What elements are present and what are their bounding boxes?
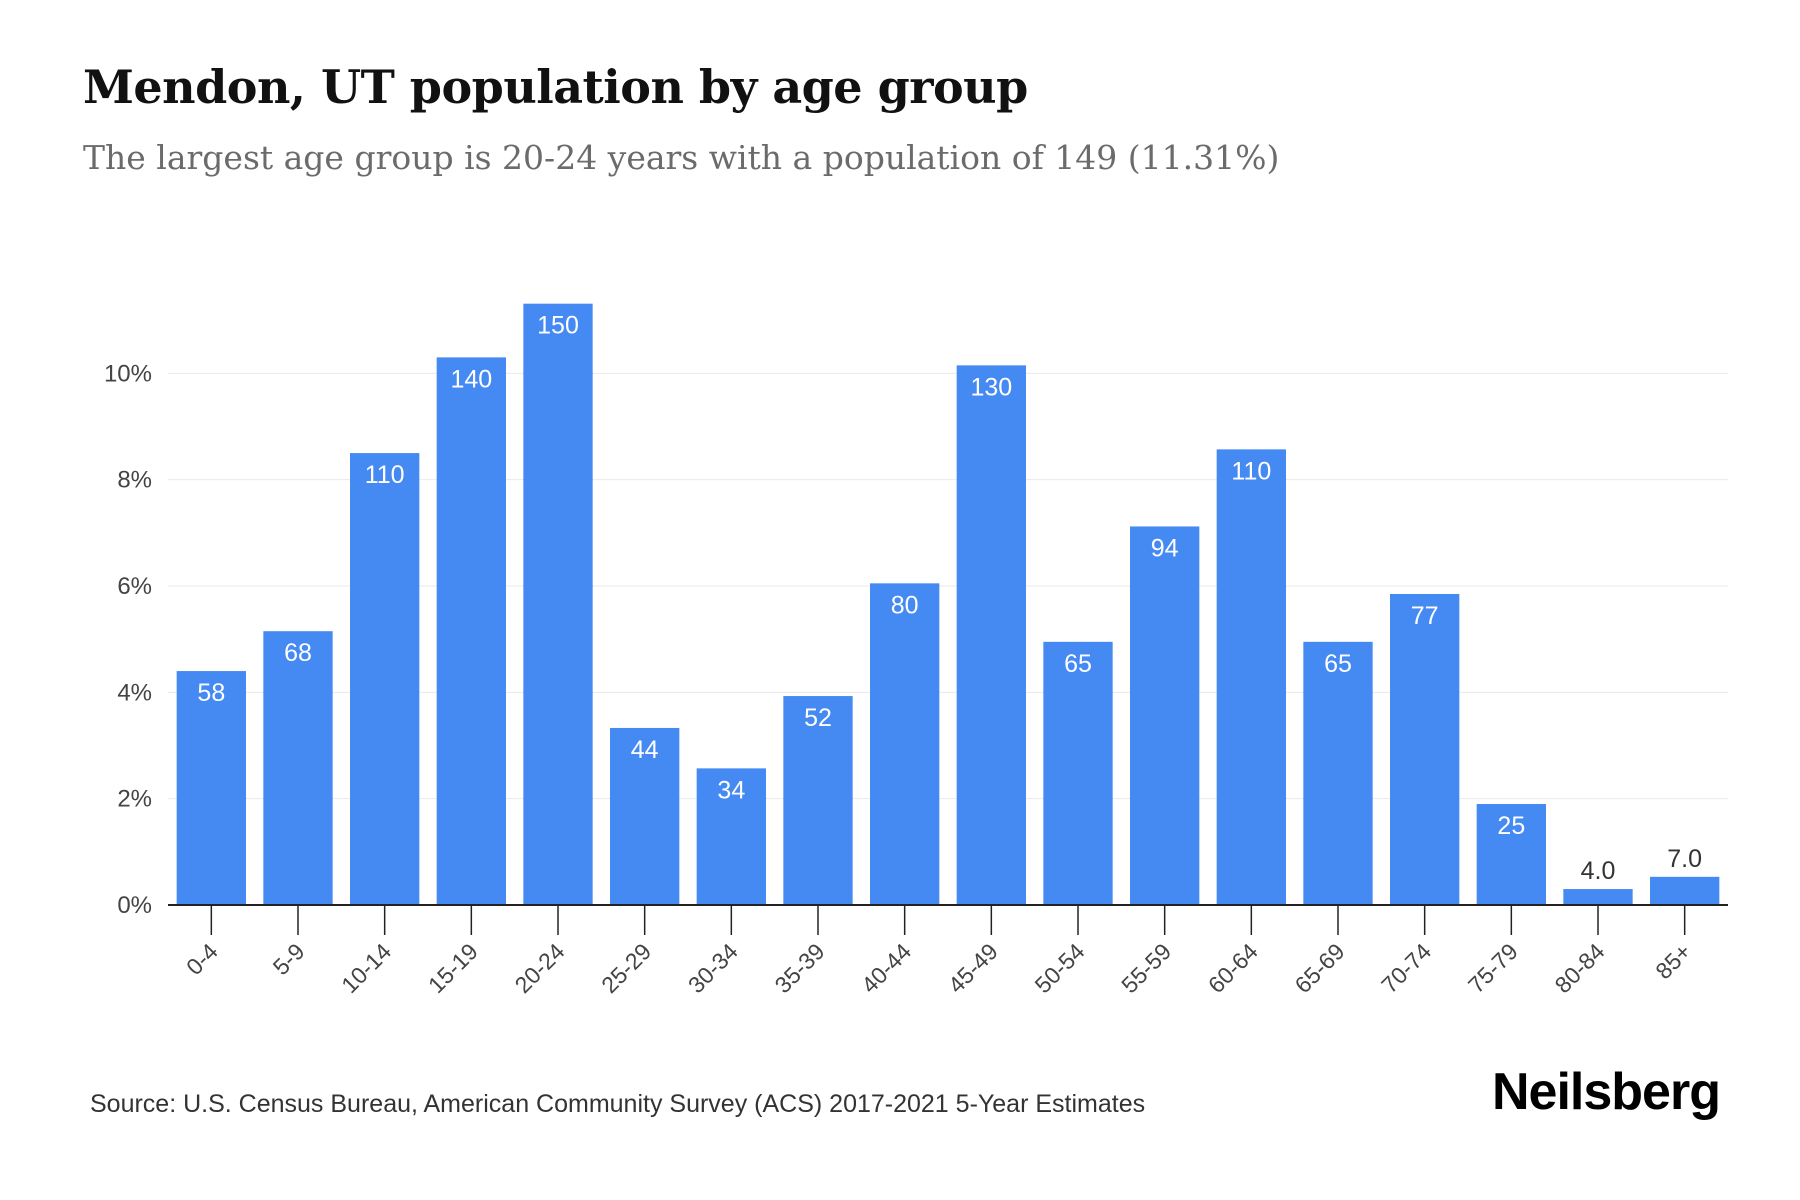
bar [1563,889,1633,905]
source-note: Source: U.S. Census Bureau, American Com… [90,1090,1146,1118]
chart-title: Mendon, UT population by age group [83,60,1028,114]
x-tick-label: 50-54 [1030,938,1090,998]
y-tick-label: 10% [104,360,152,387]
data-label: 94 [1151,534,1179,562]
data-label: 25 [1497,812,1525,840]
x-tick-label: 35-39 [770,938,830,998]
data-label: 52 [804,704,832,732]
x-tick-label: 70-74 [1376,938,1436,998]
data-label: 130 [970,373,1012,401]
data-label: 150 [537,312,579,340]
bar [1130,526,1200,905]
bar [436,357,506,906]
bar [176,671,246,905]
y-tick-label: 2% [117,786,152,813]
data-label: 7.0 [1667,845,1702,873]
x-tick-label: 55-59 [1116,938,1176,998]
x-tick-label: 5-9 [268,938,310,980]
bar [1043,641,1113,905]
x-tick-label: 80-84 [1550,938,1610,998]
x-tick-label: 10-14 [336,938,396,998]
bar [1216,449,1286,905]
bars: 58 68 110 140 150 44 34 52 80 130 65 94 110 65 77 25 4.0… [176,303,1720,906]
chart-subtitle: The largest age group is 20-24 years wit… [83,138,1280,177]
bar [1476,803,1546,905]
bar [870,583,940,905]
x-tick-label: 40-44 [856,938,916,998]
grid-lines [168,372,1728,800]
bar [1303,641,1373,905]
x-tick-label: 30-34 [683,938,743,998]
brand-logo: Neilsberg [1492,1063,1721,1121]
data-label: 58 [197,679,225,707]
data-label: 4.0 [1581,857,1616,885]
data-label: 110 [365,461,405,489]
data-label: 140 [450,365,492,393]
x-tick-label: 20-24 [510,938,570,998]
x-tick-label: 0-4 [181,938,223,980]
bar [610,727,680,905]
y-tick-label: 0% [117,892,152,919]
data-label: 65 [1064,650,1092,678]
bar [350,453,420,905]
data-label: 65 [1324,650,1352,678]
x-tick-label: 15-19 [423,938,483,998]
x-tick-label: 75-79 [1463,938,1523,998]
bar [696,768,766,905]
data-label: 44 [631,736,659,764]
bar [523,303,593,905]
bar [1650,876,1720,905]
data-label: 110 [1231,457,1271,485]
bar [1390,593,1460,905]
data-label: 77 [1411,602,1439,630]
y-tick-label: 8% [117,467,152,494]
data-label: 34 [717,776,745,804]
x-tick-label: 25-29 [596,938,656,998]
bar [263,631,333,905]
x-tick-label: 45-49 [943,938,1003,998]
x-tick-label: 65-69 [1290,938,1350,998]
bar [956,365,1026,905]
data-label: 68 [284,639,312,667]
x-tick-label: 60-64 [1203,938,1263,998]
y-tick-label: 4% [117,679,152,706]
y-tick-label: 6% [117,573,152,600]
bar [783,696,853,905]
x-tick-label: 85+ [1650,938,1696,984]
data-label: 80 [891,591,919,619]
